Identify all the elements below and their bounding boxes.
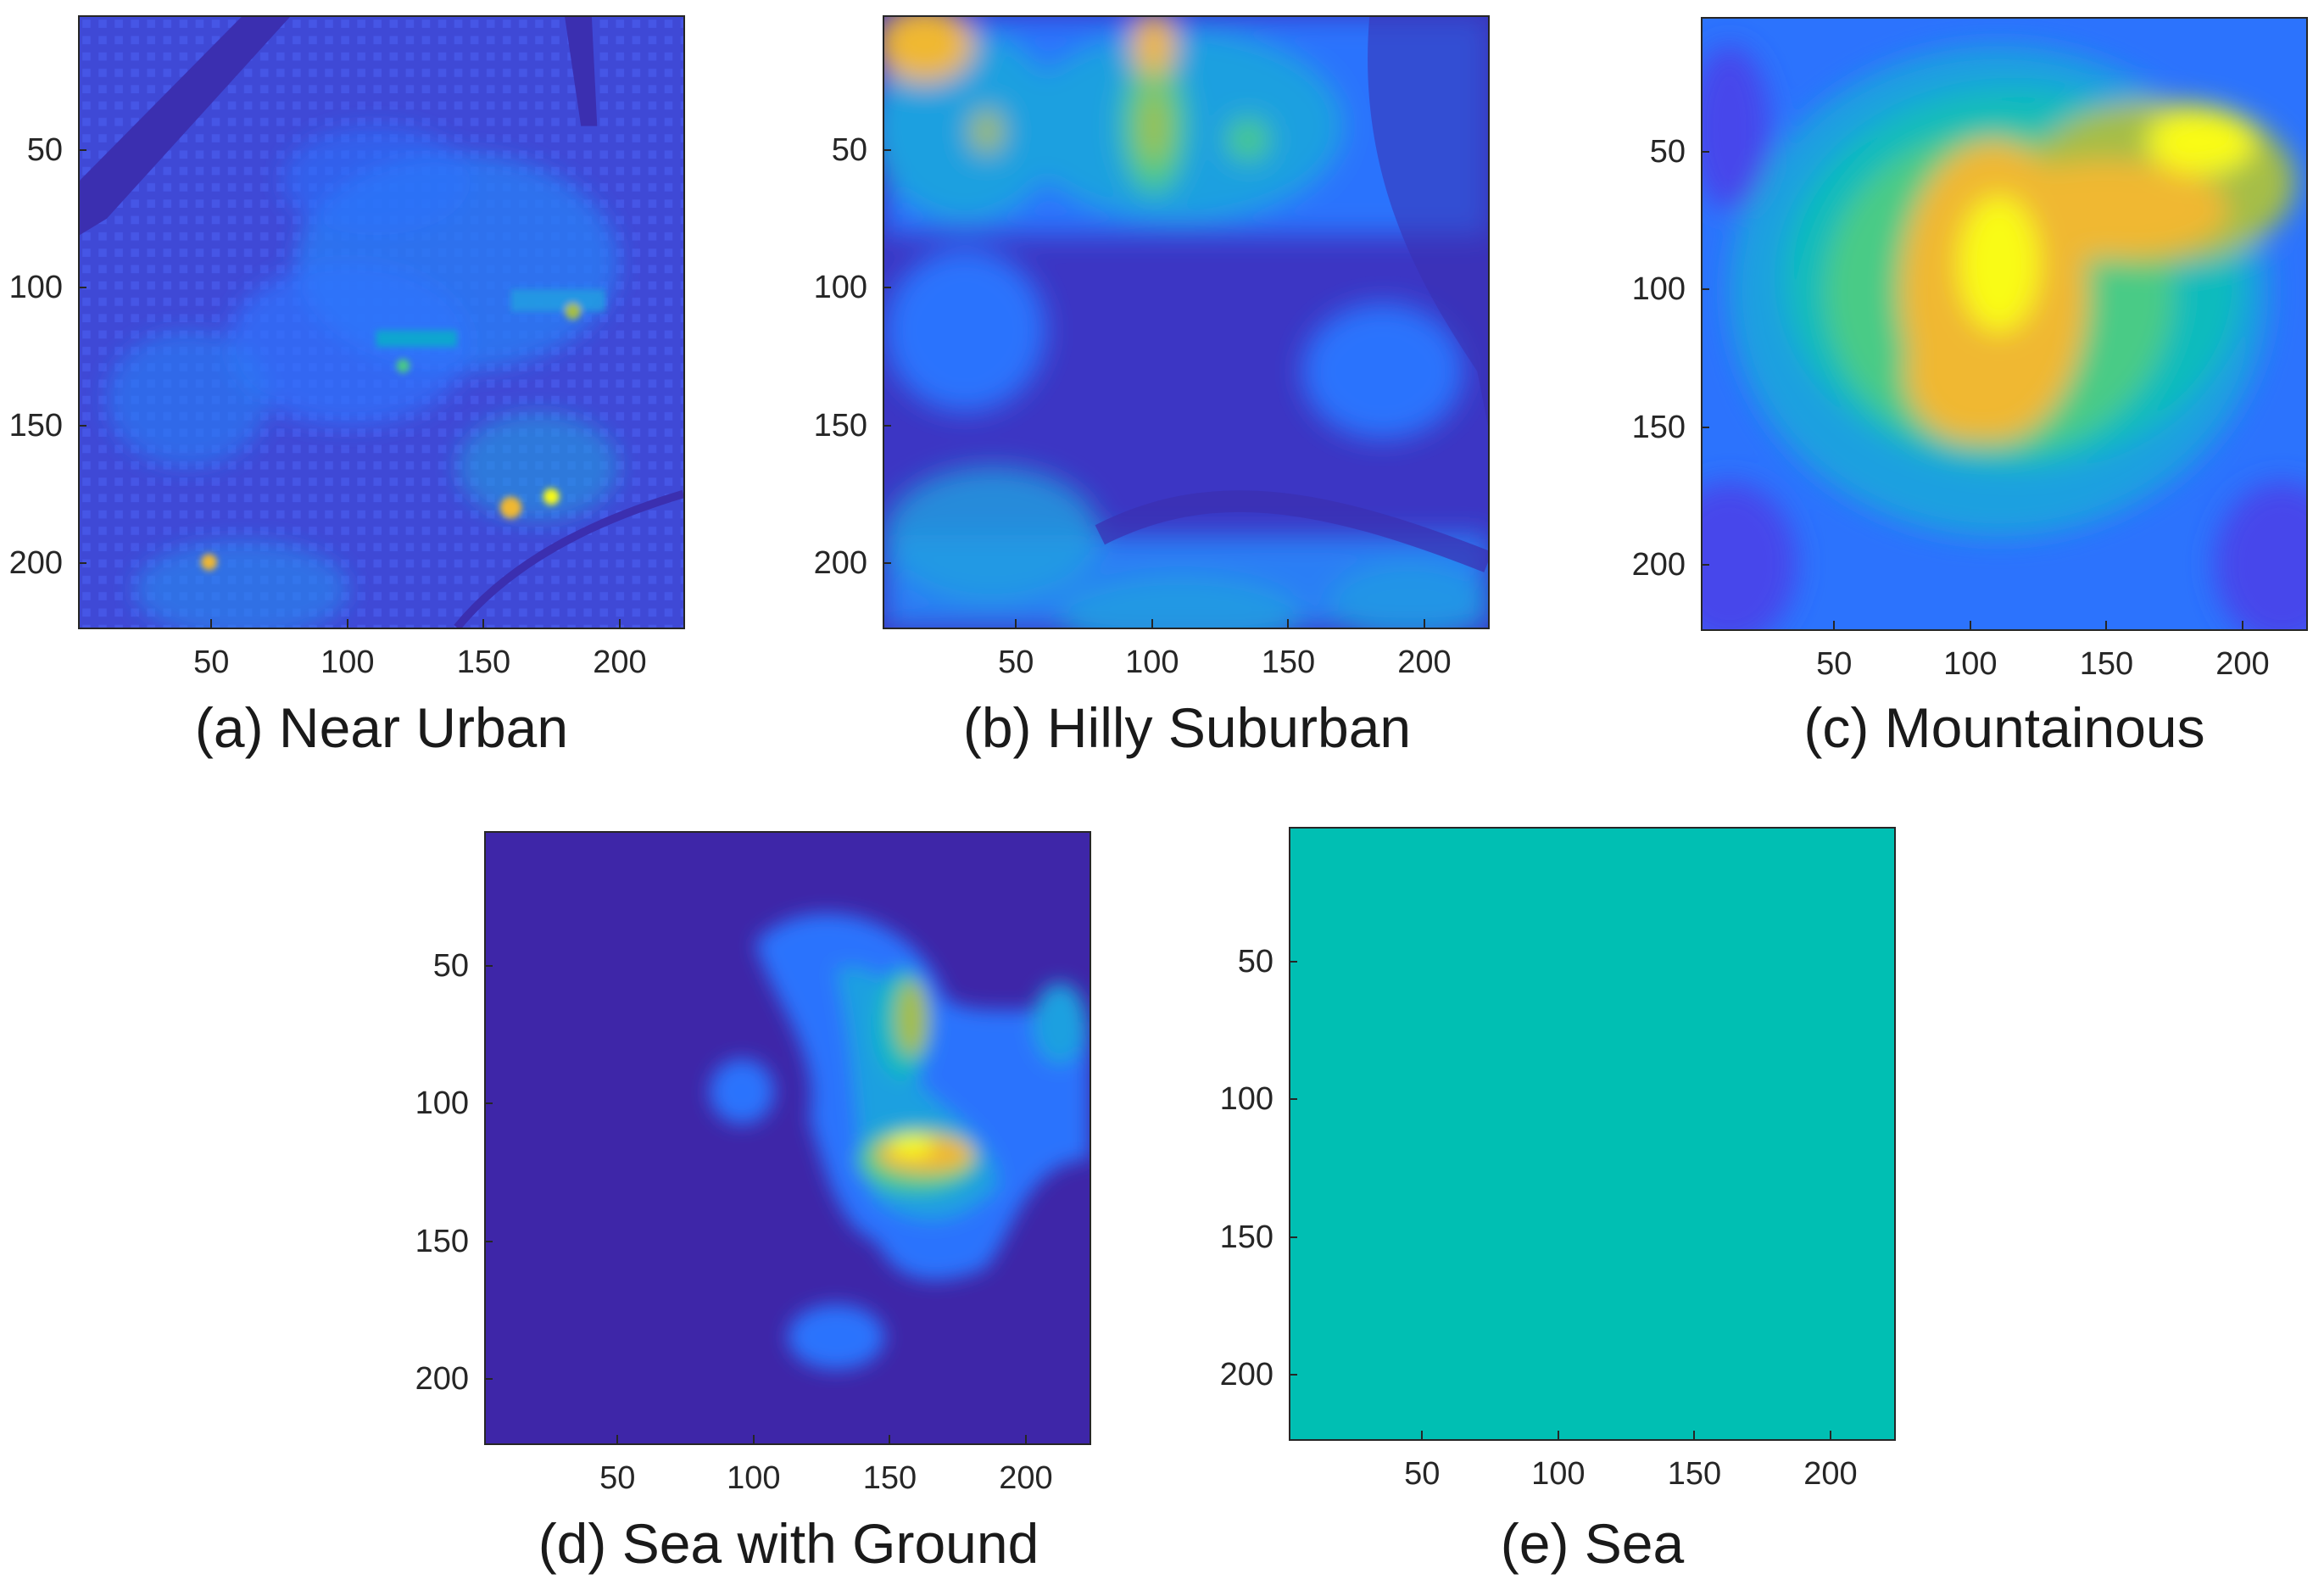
x-tick-mark bbox=[482, 619, 485, 628]
y-tick-mark bbox=[883, 562, 891, 565]
y-tick-label: 50 bbox=[831, 132, 867, 169]
x-tick-mark bbox=[889, 1435, 891, 1443]
x-tick-label: 150 bbox=[1667, 1456, 1722, 1492]
y-tick-mark bbox=[78, 562, 86, 565]
heatmap-mountainous bbox=[1701, 17, 2308, 631]
x-tick-mark bbox=[1287, 619, 1290, 628]
x-tick-mark bbox=[1024, 1435, 1027, 1443]
y-tick-mark bbox=[484, 1378, 493, 1381]
y-tick-label: 150 bbox=[813, 407, 867, 444]
y-tick-mark bbox=[1701, 151, 1709, 153]
x-tick-mark bbox=[1151, 619, 1153, 628]
heatmap-mountainous-image bbox=[1703, 19, 2306, 629]
caption-hilly-suburban: (b) Hilly Suburban bbox=[962, 696, 1412, 759]
y-tick-label: 150 bbox=[1631, 409, 1686, 445]
x-tick-label: 50 bbox=[998, 645, 1034, 680]
x-tick-mark bbox=[1829, 1431, 1831, 1439]
x-tick-mark bbox=[1833, 621, 1836, 629]
y-tick-label: 150 bbox=[8, 407, 63, 444]
x-tick-mark bbox=[752, 1435, 755, 1443]
y-tick-label: 50 bbox=[432, 948, 469, 985]
x-tick-label: 150 bbox=[456, 645, 511, 680]
x-tick-label: 150 bbox=[1261, 645, 1316, 680]
heatmap-near-urban-image bbox=[80, 17, 683, 628]
y-tick-mark bbox=[1289, 1098, 1297, 1101]
caption-mountainous: (c) Mountainous bbox=[1803, 696, 2205, 759]
heatmap-sea-image bbox=[1290, 829, 1894, 1439]
x-tick-mark bbox=[346, 619, 348, 628]
x-tick-mark bbox=[1969, 621, 1971, 629]
y-tick-label: 50 bbox=[1649, 134, 1686, 170]
y-tick-mark bbox=[1289, 961, 1297, 963]
y-tick-label: 100 bbox=[813, 270, 867, 306]
heatmap-sea-with-ground-image bbox=[486, 833, 1090, 1443]
x-tick-mark bbox=[1557, 1431, 1559, 1439]
y-tick-mark bbox=[78, 424, 86, 427]
y-tick-mark bbox=[1701, 288, 1709, 291]
x-tick-label: 150 bbox=[2079, 646, 2134, 682]
x-tick-mark bbox=[1421, 1431, 1424, 1439]
x-tick-label: 50 bbox=[193, 645, 230, 680]
x-tick-label: 200 bbox=[1397, 645, 1452, 680]
heatmap-hilly-suburban-image bbox=[884, 17, 1488, 628]
y-tick-label: 200 bbox=[415, 1361, 469, 1398]
x-tick-label: 200 bbox=[593, 645, 647, 680]
y-tick-label: 200 bbox=[8, 545, 63, 582]
x-tick-label: 200 bbox=[1803, 1456, 1858, 1492]
y-tick-mark bbox=[1289, 1374, 1297, 1376]
heatmap-near-urban bbox=[78, 15, 685, 629]
x-tick-label: 100 bbox=[1125, 645, 1179, 680]
y-tick-mark bbox=[484, 1240, 493, 1242]
x-tick-mark bbox=[210, 619, 213, 628]
y-tick-label: 50 bbox=[1237, 944, 1273, 980]
y-tick-label: 200 bbox=[813, 545, 867, 582]
y-tick-label: 200 bbox=[1631, 547, 1686, 583]
x-tick-label: 50 bbox=[1404, 1456, 1441, 1492]
x-tick-label: 50 bbox=[1816, 646, 1853, 682]
heatmap-sea-with-ground bbox=[484, 831, 1091, 1445]
y-tick-mark bbox=[484, 1102, 493, 1105]
x-tick-mark bbox=[1693, 1431, 1696, 1439]
heatmap-sea bbox=[1289, 827, 1896, 1441]
x-tick-mark bbox=[1015, 619, 1017, 628]
y-tick-mark bbox=[1701, 564, 1709, 566]
x-tick-label: 100 bbox=[727, 1460, 781, 1496]
x-tick-label: 100 bbox=[320, 645, 375, 680]
x-tick-label: 100 bbox=[1943, 646, 1998, 682]
x-tick-mark bbox=[2105, 621, 2108, 629]
x-tick-mark bbox=[1423, 619, 1425, 628]
y-tick-label: 100 bbox=[1219, 1081, 1273, 1118]
y-tick-mark bbox=[883, 287, 891, 289]
y-tick-mark bbox=[484, 965, 493, 968]
caption-sea: (e) Sea bbox=[1500, 1512, 1685, 1575]
y-tick-label: 100 bbox=[8, 270, 63, 306]
y-tick-mark bbox=[78, 149, 86, 152]
y-tick-mark bbox=[883, 149, 891, 152]
x-tick-label: 100 bbox=[1531, 1456, 1586, 1492]
x-tick-label: 50 bbox=[599, 1460, 636, 1496]
x-tick-label: 200 bbox=[2215, 646, 2270, 682]
y-tick-label: 50 bbox=[26, 132, 63, 169]
x-tick-label: 150 bbox=[862, 1460, 917, 1496]
caption-near-urban: (a) Near Urban bbox=[194, 696, 569, 759]
x-tick-mark bbox=[2241, 621, 2243, 629]
y-tick-mark bbox=[1289, 1236, 1297, 1238]
y-tick-label: 100 bbox=[415, 1086, 469, 1122]
caption-sea-with-ground: (d) Sea with Ground bbox=[538, 1512, 1039, 1575]
y-tick-mark bbox=[78, 287, 86, 289]
y-tick-label: 150 bbox=[415, 1223, 469, 1259]
y-tick-label: 200 bbox=[1219, 1357, 1273, 1393]
y-tick-mark bbox=[883, 424, 891, 427]
heatmap-hilly-suburban bbox=[883, 15, 1490, 629]
y-tick-label: 150 bbox=[1219, 1219, 1273, 1255]
x-tick-mark bbox=[616, 1435, 619, 1443]
y-tick-label: 100 bbox=[1631, 271, 1686, 308]
y-tick-mark bbox=[1701, 426, 1709, 428]
x-tick-mark bbox=[618, 619, 621, 628]
x-tick-label: 200 bbox=[999, 1460, 1053, 1496]
